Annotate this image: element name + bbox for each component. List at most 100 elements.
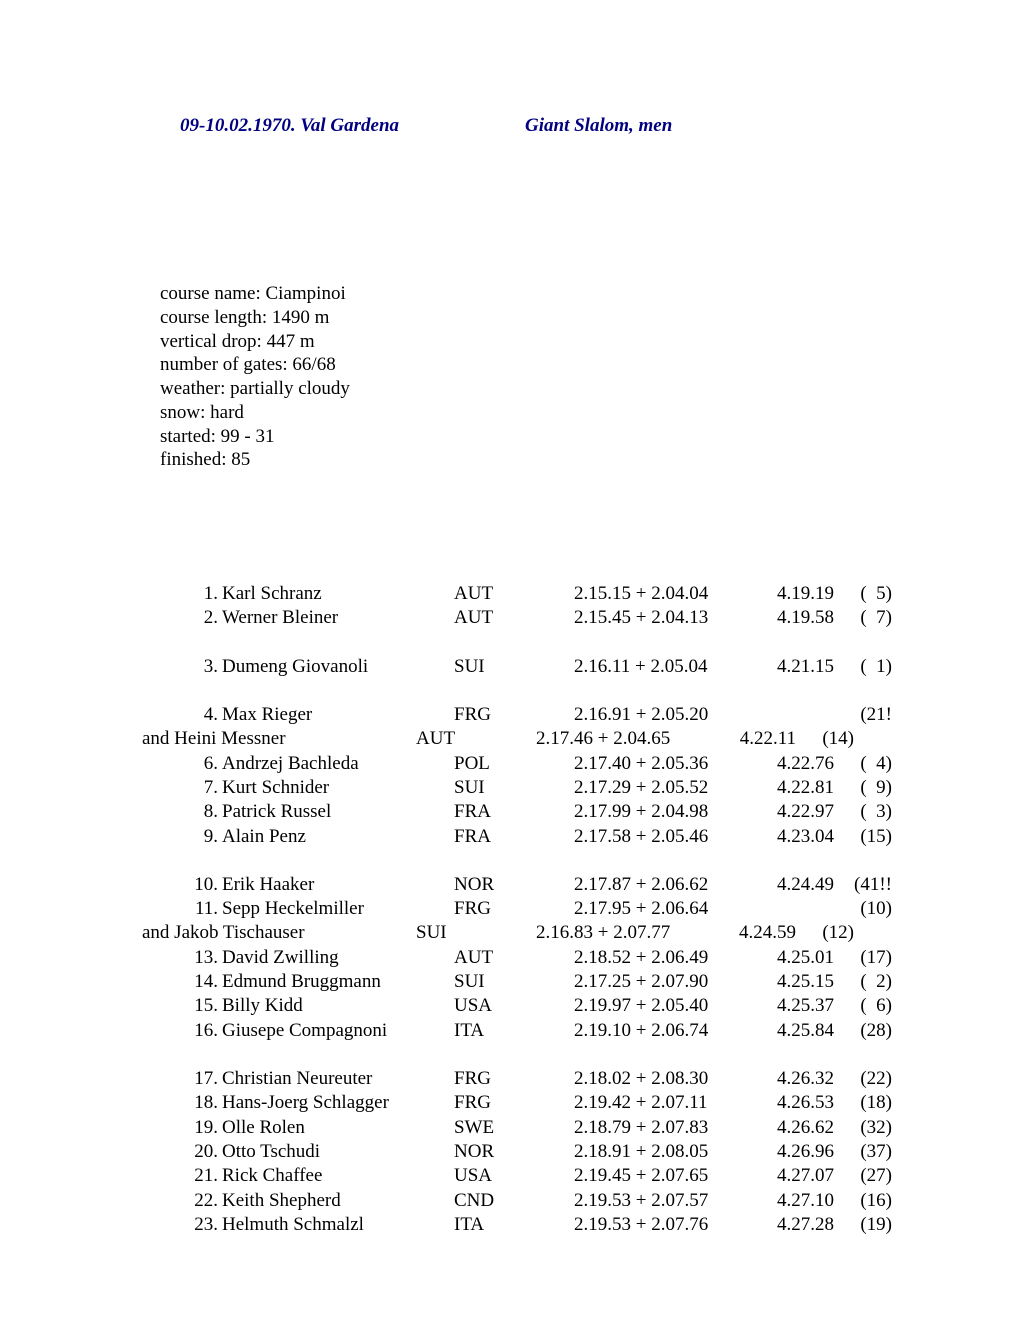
athlete-name: David Zwilling bbox=[218, 946, 454, 970]
rank: 15. bbox=[180, 994, 218, 1018]
rank: 4. bbox=[180, 703, 218, 727]
bib-number: (19) bbox=[834, 1213, 892, 1237]
rank: 20. bbox=[180, 1140, 218, 1164]
athlete-name: Max Rieger bbox=[218, 703, 454, 727]
total-time: 4.27.10 bbox=[754, 1189, 834, 1213]
bib-number: (15) bbox=[834, 825, 892, 849]
nation: FRG bbox=[454, 897, 574, 921]
header: 09-10.02.1970. Val Gardena Giant Slalom,… bbox=[180, 115, 1020, 137]
nation: AUT bbox=[454, 606, 574, 630]
result-row: 17.Christian NeureuterFRG2.18.02 + 2.08.… bbox=[180, 1067, 1020, 1091]
split-times: 2.19.45 + 2.07.65 bbox=[574, 1164, 754, 1188]
athlete-name: Otto Tschudi bbox=[218, 1140, 454, 1164]
result-row: 16.Giusepe CompagnoniITA2.19.10 + 2.06.7… bbox=[180, 1019, 1020, 1043]
split-times: 2.19.10 + 2.06.74 bbox=[574, 1019, 754, 1043]
bib-number: (14) bbox=[796, 727, 854, 751]
result-row: 22.Keith ShepherdCND2.19.53 + 2.07.574.2… bbox=[180, 1189, 1020, 1213]
athlete-name: Werner Bleiner bbox=[218, 606, 454, 630]
athlete-name: Christian Neureuter bbox=[218, 1067, 454, 1091]
total-time: 4.22.76 bbox=[754, 752, 834, 776]
result-row: 23.Helmuth SchmalzlITA2.19.53 + 2.07.764… bbox=[180, 1213, 1020, 1237]
athlete-name: Billy Kidd bbox=[218, 994, 454, 1018]
split-times: 2.19.97 + 2.05.40 bbox=[574, 994, 754, 1018]
total-time: 4.25.15 bbox=[754, 970, 834, 994]
course-line: started: 99 - 31 bbox=[160, 425, 1020, 449]
athlete-name: Edmund Bruggmann bbox=[218, 970, 454, 994]
split-times: 2.18.02 + 2.08.30 bbox=[574, 1067, 754, 1091]
bib-number: ( 5) bbox=[834, 582, 892, 606]
rank: 22. bbox=[180, 1189, 218, 1213]
athlete-name: and Heini Messner bbox=[142, 727, 416, 751]
result-row: 19.Olle RolenSWE2.18.79 + 2.07.834.26.62… bbox=[180, 1116, 1020, 1140]
nation: SUI bbox=[454, 776, 574, 800]
nation: FRG bbox=[454, 703, 574, 727]
nation: SUI bbox=[416, 921, 536, 945]
nation: AUT bbox=[454, 582, 574, 606]
result-row: 8.Patrick RusselFRA2.17.99 + 2.04.984.22… bbox=[180, 800, 1020, 824]
rank: 11. bbox=[180, 897, 218, 921]
rank: 13. bbox=[180, 946, 218, 970]
result-row: 21.Rick ChaffeeUSA2.19.45 + 2.07.654.27.… bbox=[180, 1164, 1020, 1188]
result-row: and Heini MessnerAUT2.17.46 + 2.04.654.2… bbox=[180, 727, 1020, 751]
nation: AUT bbox=[454, 946, 574, 970]
split-times: 2.19.53 + 2.07.57 bbox=[574, 1189, 754, 1213]
bib-number: ( 1) bbox=[834, 655, 892, 679]
page: 09-10.02.1970. Val Gardena Giant Slalom,… bbox=[0, 0, 1020, 1237]
split-times: 2.16.91 + 2.05.20 bbox=[574, 703, 754, 727]
rank: 9. bbox=[180, 825, 218, 849]
total-time: 4.24.59 bbox=[716, 921, 796, 945]
bib-number: ( 2) bbox=[834, 970, 892, 994]
nation: SUI bbox=[454, 655, 574, 679]
total-time: 4.23.04 bbox=[754, 825, 834, 849]
rank: 17. bbox=[180, 1067, 218, 1091]
split-times: 2.19.53 + 2.07.76 bbox=[574, 1213, 754, 1237]
total-time: 4.26.96 bbox=[754, 1140, 834, 1164]
rank: 10. bbox=[180, 873, 218, 897]
header-date-location: 09-10.02.1970. Val Gardena bbox=[180, 115, 525, 137]
result-row: 4.Max RiegerFRG2.16.91 + 2.05.20(21! bbox=[180, 703, 1020, 727]
split-times: 2.17.46 + 2.04.65 bbox=[536, 727, 716, 751]
split-times: 2.15.45 + 2.04.13 bbox=[574, 606, 754, 630]
rank: 1. bbox=[180, 582, 218, 606]
nation: USA bbox=[454, 1164, 574, 1188]
total-time: 4.19.58 bbox=[754, 606, 834, 630]
result-gap bbox=[180, 679, 1020, 703]
athlete-name: Hans-Joerg Schlagger bbox=[218, 1091, 454, 1115]
athlete-name: Sepp Heckelmiller bbox=[218, 897, 454, 921]
result-row: 15.Billy KiddUSA2.19.97 + 2.05.404.25.37… bbox=[180, 994, 1020, 1018]
rank: 7. bbox=[180, 776, 218, 800]
course-line: weather: partially cloudy bbox=[160, 377, 1020, 401]
rank: 2. bbox=[180, 606, 218, 630]
athlete-name: Erik Haaker bbox=[218, 873, 454, 897]
nation: AUT bbox=[416, 727, 536, 751]
split-times: 2.17.40 + 2.05.36 bbox=[574, 752, 754, 776]
rank: 18. bbox=[180, 1091, 218, 1115]
total-time: 4.26.32 bbox=[754, 1067, 834, 1091]
split-times: 2.16.11 + 2.05.04 bbox=[574, 655, 754, 679]
bib-number: (18) bbox=[834, 1091, 892, 1115]
bib-number: (28) bbox=[834, 1019, 892, 1043]
total-time: 4.25.84 bbox=[754, 1019, 834, 1043]
result-row: 7.Kurt SchniderSUI2.17.29 + 2.05.524.22.… bbox=[180, 776, 1020, 800]
athlete-name: Karl Schranz bbox=[218, 582, 454, 606]
nation: CND bbox=[454, 1189, 574, 1213]
course-line: number of gates: 66/68 bbox=[160, 353, 1020, 377]
nation: NOR bbox=[454, 873, 574, 897]
athlete-name: Andrzej Bachleda bbox=[218, 752, 454, 776]
split-times: 2.15.15 + 2.04.04 bbox=[574, 582, 754, 606]
nation: FRG bbox=[454, 1067, 574, 1091]
total-time: 4.27.07 bbox=[754, 1164, 834, 1188]
course-line: course name: Ciampinoi bbox=[160, 282, 1020, 306]
split-times: 2.16.83 + 2.07.77 bbox=[536, 921, 716, 945]
bib-number: ( 3) bbox=[834, 800, 892, 824]
rank: 21. bbox=[180, 1164, 218, 1188]
course-line: snow: hard bbox=[160, 401, 1020, 425]
nation: FRA bbox=[454, 800, 574, 824]
nation: NOR bbox=[454, 1140, 574, 1164]
nation: ITA bbox=[454, 1213, 574, 1237]
athlete-name: Keith Shepherd bbox=[218, 1189, 454, 1213]
nation: USA bbox=[454, 994, 574, 1018]
course-line: vertical drop: 447 m bbox=[160, 330, 1020, 354]
total-time: 4.25.01 bbox=[754, 946, 834, 970]
bib-number: (17) bbox=[834, 946, 892, 970]
